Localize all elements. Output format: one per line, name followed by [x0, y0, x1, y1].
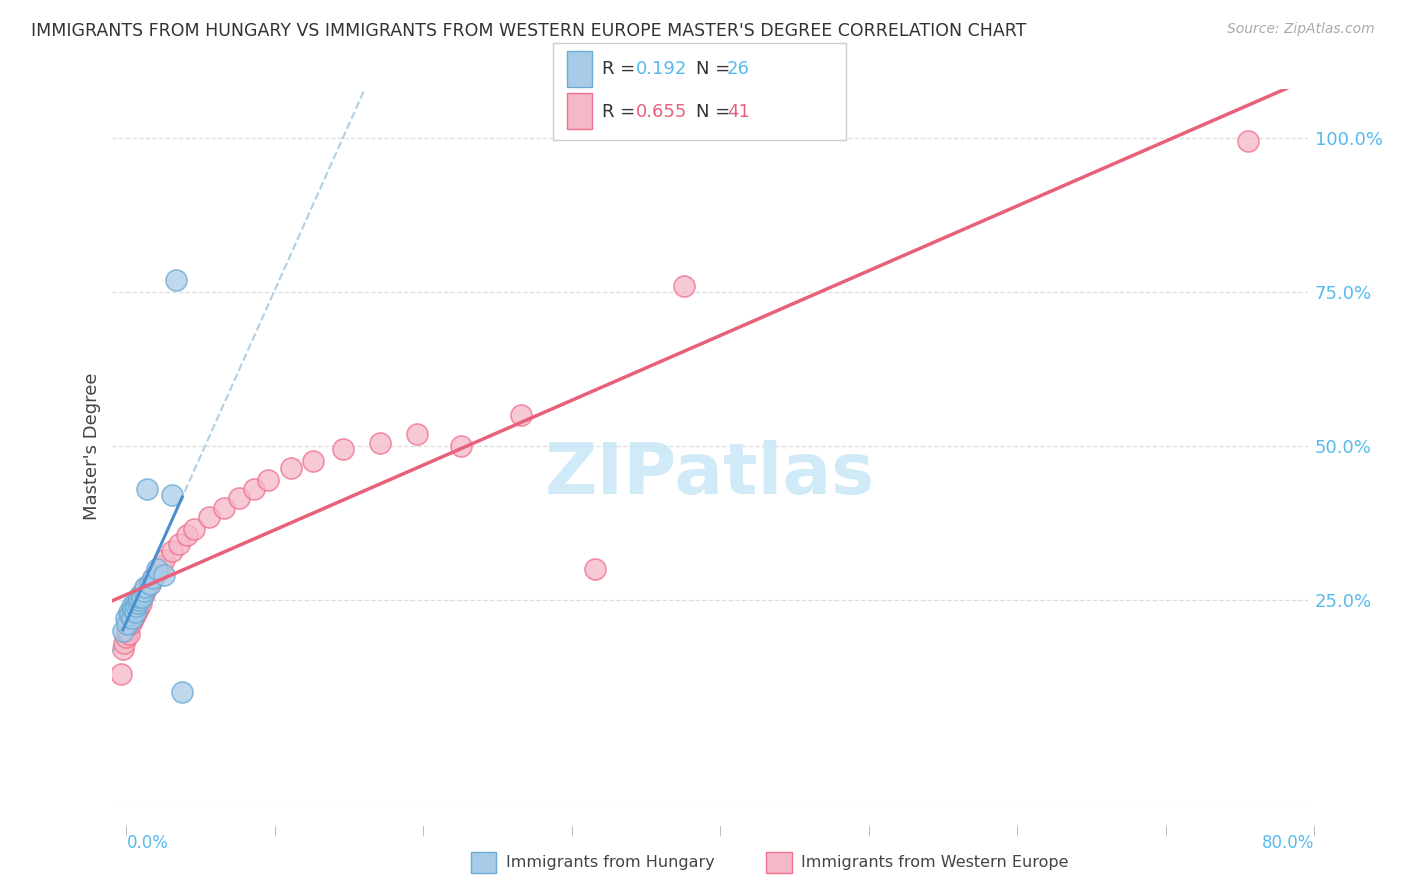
Point [153, 568, 176, 582]
Point [135, 581, 157, 595]
Text: |: | [1313, 825, 1316, 836]
Point [160, 488, 183, 502]
Text: Immigrants from Western Europe: Immigrants from Western Europe [801, 855, 1069, 870]
Point [128, 590, 150, 604]
Point [450, 439, 472, 453]
Point [150, 558, 173, 573]
Point [142, 571, 165, 585]
Text: R =: R = [602, 103, 641, 121]
Point [128, 592, 150, 607]
Point [368, 436, 391, 450]
Point [280, 460, 302, 475]
Point [1237, 135, 1260, 149]
Text: |: | [1164, 825, 1168, 836]
Point [120, 617, 142, 632]
Point [121, 599, 143, 613]
Point [118, 626, 141, 640]
Text: Source: ZipAtlas.com: Source: ZipAtlas.com [1227, 22, 1375, 37]
Point [117, 617, 139, 632]
Point [405, 426, 427, 441]
Point [131, 590, 153, 604]
Text: 0.192: 0.192 [636, 60, 688, 78]
Point [302, 454, 325, 468]
Point [172, 685, 194, 699]
Y-axis label: Master's Degree: Master's Degree [83, 372, 101, 520]
Text: IMMIGRANTS FROM HUNGARY VS IMMIGRANTS FROM WESTERN EUROPE MASTER'S DEGREE CORREL: IMMIGRANTS FROM HUNGARY VS IMMIGRANTS FR… [31, 22, 1026, 40]
Point [131, 590, 153, 604]
Point [111, 642, 134, 657]
Text: |: | [1017, 825, 1019, 836]
Point [124, 596, 146, 610]
Point [125, 599, 148, 613]
Text: Immigrants from Hungary: Immigrants from Hungary [506, 855, 714, 870]
Point [121, 615, 143, 629]
Point [583, 562, 606, 576]
Point [115, 611, 138, 625]
Text: N =: N = [696, 103, 735, 121]
Point [125, 605, 148, 619]
Point [122, 611, 145, 625]
Point [153, 553, 176, 567]
Point [183, 522, 205, 536]
Point [110, 666, 132, 681]
Point [127, 596, 149, 610]
Text: 0.655: 0.655 [636, 103, 688, 121]
Text: 0.0%: 0.0% [127, 834, 169, 852]
Point [160, 543, 183, 558]
Text: 41: 41 [727, 103, 749, 121]
Point [146, 562, 169, 576]
Text: |: | [718, 825, 723, 836]
Point [121, 611, 143, 625]
Point [120, 608, 142, 623]
Point [122, 602, 145, 616]
Text: 26: 26 [727, 60, 749, 78]
Text: |: | [868, 825, 870, 836]
Point [128, 599, 150, 613]
Point [117, 624, 139, 638]
Point [129, 587, 152, 601]
Point [242, 482, 264, 496]
Text: |: | [273, 825, 277, 836]
Point [124, 608, 146, 623]
Point [176, 528, 198, 542]
Point [115, 630, 138, 644]
Point [112, 636, 135, 650]
Text: R =: R = [602, 60, 641, 78]
Point [142, 571, 165, 585]
Point [228, 491, 250, 506]
Point [132, 583, 155, 598]
Point [127, 602, 149, 616]
Point [138, 577, 160, 591]
Point [198, 509, 221, 524]
Point [132, 587, 155, 601]
Point [509, 409, 531, 423]
Point [135, 482, 157, 496]
Point [165, 273, 187, 287]
Text: ZIPatlas: ZIPatlas [546, 440, 875, 509]
Point [129, 596, 152, 610]
Point [169, 537, 191, 551]
Point [146, 565, 169, 579]
Point [673, 279, 696, 293]
Text: 80.0%: 80.0% [1263, 834, 1315, 852]
Point [138, 577, 160, 591]
Point [257, 473, 280, 487]
Text: |: | [125, 825, 128, 836]
Point [332, 442, 354, 456]
Text: |: | [422, 825, 425, 836]
Text: N =: N = [696, 60, 735, 78]
Point [134, 581, 156, 595]
Point [118, 605, 141, 619]
Point [124, 605, 146, 619]
Text: |: | [571, 825, 574, 836]
Point [212, 500, 235, 515]
Point [111, 624, 134, 638]
